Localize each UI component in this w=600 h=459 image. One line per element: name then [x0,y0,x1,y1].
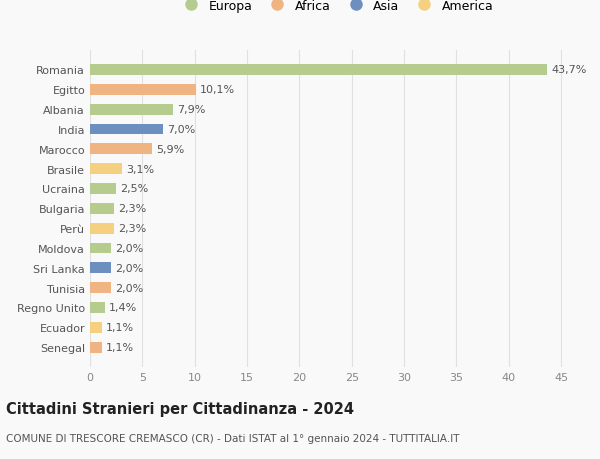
Bar [90,223,114,234]
Bar [90,263,111,274]
Text: COMUNE DI TRESCORE CREMASCO (CR) - Dati ISTAT al 1° gennaio 2024 - TUTTITALIA.IT: COMUNE DI TRESCORE CREMASCO (CR) - Dati … [6,433,460,442]
Bar [90,164,122,175]
Bar [90,144,152,155]
Text: 2,3%: 2,3% [118,204,146,214]
Bar [90,124,163,135]
Text: 7,0%: 7,0% [167,125,196,134]
Text: 10,1%: 10,1% [200,85,235,95]
Bar [90,243,111,254]
Bar [90,84,196,95]
Legend: Europa, Africa, Asia, America: Europa, Africa, Asia, America [178,0,494,13]
Bar [90,105,173,115]
Text: 2,0%: 2,0% [115,243,143,253]
Bar [90,184,116,195]
Text: 1,4%: 1,4% [109,303,137,313]
Text: 3,1%: 3,1% [127,164,155,174]
Text: 43,7%: 43,7% [551,65,587,75]
Bar [90,322,101,333]
Text: 5,9%: 5,9% [156,145,184,155]
Text: 2,5%: 2,5% [121,184,149,194]
Text: 7,9%: 7,9% [177,105,205,115]
Text: Cittadini Stranieri per Cittadinanza - 2024: Cittadini Stranieri per Cittadinanza - 2… [6,401,354,416]
Text: 1,1%: 1,1% [106,323,134,333]
Text: 1,1%: 1,1% [106,342,134,353]
Text: 2,0%: 2,0% [115,283,143,293]
Bar [90,203,114,214]
Bar [90,302,104,313]
Bar [90,342,101,353]
Bar [90,283,111,293]
Text: 2,0%: 2,0% [115,263,143,273]
Text: 2,3%: 2,3% [118,224,146,234]
Bar [90,65,547,76]
